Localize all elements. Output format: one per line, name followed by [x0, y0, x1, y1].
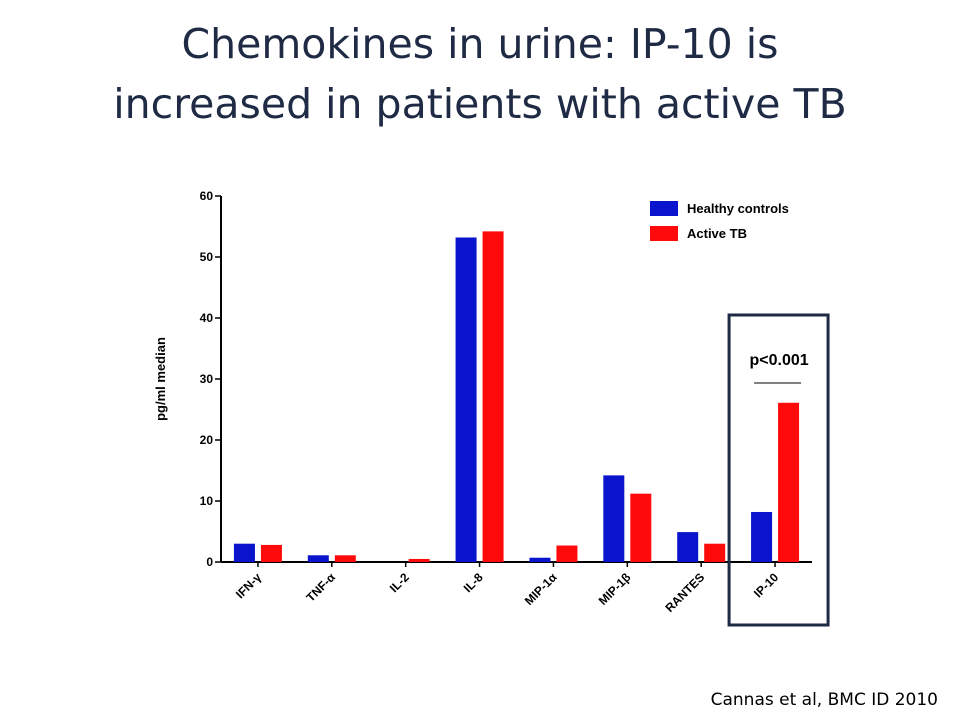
bar-healthy-controls	[677, 532, 699, 562]
bar-active-tb	[408, 558, 430, 562]
y-tick-label: 50	[200, 250, 214, 264]
legend-label: Healthy controls	[687, 201, 789, 216]
highlight-box	[727, 313, 830, 627]
bar-healthy-controls	[529, 557, 551, 562]
legend-swatch	[650, 226, 678, 241]
slide-title-line-2: increased in patients with active TB	[113, 80, 847, 128]
bar-active-tb	[778, 402, 800, 562]
bar-chart: 0 10 20 30 40 50 60 pg/ml median IFN-γ TNF-α IL-2 I…	[153, 189, 830, 627]
y-tick-label: 10	[200, 494, 214, 508]
bar-active-tb	[482, 231, 504, 562]
x-tick-label: IFN-γ	[233, 570, 264, 601]
x-tick-label: IP-10	[751, 570, 781, 600]
bar-active-tb	[704, 543, 726, 562]
bar-active-tb	[260, 544, 282, 562]
bar-healthy-controls	[307, 555, 329, 562]
x-tick-label: IL-8	[461, 570, 486, 595]
bar-healthy-controls	[233, 543, 255, 562]
legend-label: Active TB	[687, 226, 747, 241]
x-tick-label: TNF-α	[303, 570, 338, 605]
legend-swatch	[650, 201, 678, 216]
x-tick-label: MIP-1α	[522, 570, 560, 608]
bar-active-tb	[556, 545, 578, 562]
x-tick-label: RANTES	[663, 570, 708, 615]
y-tick-label: 30	[200, 372, 214, 386]
bar-healthy-controls	[603, 475, 625, 562]
citation: Cannas et al, BMC ID 2010	[710, 690, 938, 710]
p-value-annotation: p<0.001	[749, 352, 808, 369]
x-tick-label: IL-2	[387, 570, 412, 595]
slide-title-line-1: Chemokines in urine: IP-10 is	[181, 20, 779, 68]
bar-healthy-controls	[751, 511, 773, 562]
y-tick-label: 0	[206, 555, 213, 569]
slide-title: Chemokines in urine: IP-10 is increased …	[0, 14, 960, 134]
bar-active-tb	[630, 493, 652, 562]
y-tick-label: 40	[200, 311, 214, 325]
x-tick-label: MIP-1β	[596, 570, 634, 608]
y-axis-label: pg/ml median	[153, 337, 168, 421]
bar-healthy-controls	[455, 237, 477, 563]
bar-active-tb	[334, 555, 356, 562]
y-tick-label: 20	[200, 433, 214, 447]
y-tick-label: 60	[200, 189, 214, 203]
